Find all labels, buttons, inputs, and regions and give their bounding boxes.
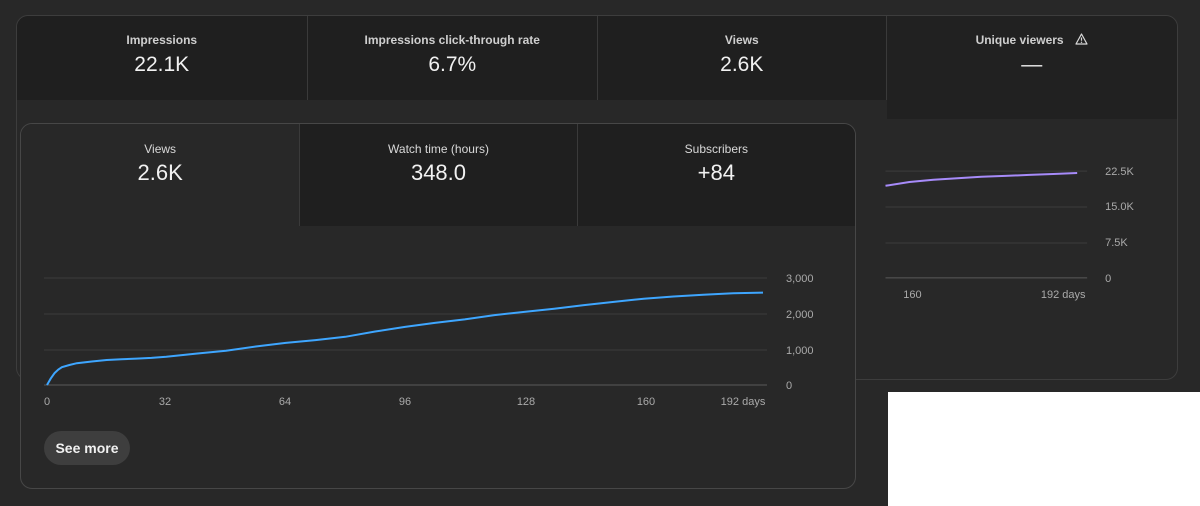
y-tick-label: 22.5K	[1105, 166, 1134, 178]
warning-icon[interactable]	[1075, 33, 1088, 48]
tab-label: Views	[144, 142, 177, 156]
tab-label: Views	[724, 33, 759, 47]
views-chart: 3,000 2,000 1,000 0 0 32 64 96 128 160 1…	[44, 273, 814, 408]
y-tick-label: 7.5K	[1105, 237, 1128, 249]
x-tick-label: 0	[44, 396, 50, 408]
views-card: Views 2.6K Watch time (hours) 348.0 Subs…	[20, 123, 856, 489]
y-tick-label: 0	[786, 380, 792, 392]
x-tick-label: 192 days	[721, 396, 766, 408]
tab-value: 348.0	[410, 160, 467, 185]
views-metric-tabs: Views 2.6K Watch time (hours) 348.0 Subs…	[21, 124, 855, 226]
tab-label-row: Unique viewers	[887, 33, 1178, 48]
tab-watch-time[interactable]: Watch time (hours) 348.0	[299, 124, 577, 226]
x-tick-label: 96	[399, 396, 411, 408]
y-tick-label: 3,000	[786, 273, 814, 285]
x-tick-label: 32	[159, 396, 171, 408]
reach-chart: 22.5K 15.0K 7.5K 0 160 192 days	[885, 166, 1134, 301]
tab-impressions[interactable]: Impressions 22.1K	[17, 16, 308, 100]
x-tick-label: 192 days	[1041, 289, 1086, 301]
tab-subscribers[interactable]: Subscribers +84	[576, 124, 855, 226]
impressions-line	[885, 172, 1078, 187]
see-more-button[interactable]: See more	[44, 431, 130, 465]
x-tick-label: 128	[517, 396, 535, 408]
views-chart-grid	[44, 277, 767, 386]
tab-value: +84	[697, 160, 735, 185]
tab-views[interactable]: Views 2.6K	[21, 124, 300, 226]
x-tick-label: 160	[637, 396, 655, 408]
tab-impressions-ctr[interactable]: Impressions click-through rate 6.7%	[307, 16, 598, 100]
x-tick-label: 64	[279, 396, 291, 408]
reach-metric-tabs: Impressions 22.1K Impressions click-thro…	[17, 16, 1177, 119]
reach-chart-grid	[885, 170, 1088, 279]
y-tick-label: 1,000	[786, 345, 814, 357]
tab-value: —	[1021, 53, 1043, 76]
tab-value: 22.1K	[134, 53, 190, 76]
tab-value: 2.6K	[720, 53, 764, 76]
y-tick-label: 0	[1105, 273, 1111, 285]
tab-views[interactable]: Views 2.6K	[598, 16, 887, 100]
x-tick-label: 160	[903, 289, 921, 301]
views-line	[46, 291, 764, 386]
tab-value: 2.6K	[137, 160, 183, 185]
y-tick-label: 15.0K	[1105, 201, 1134, 213]
tab-value: 6.7%	[428, 53, 477, 76]
tab-label: Impressions click-through rate	[364, 33, 540, 47]
y-tick-label: 2,000	[786, 309, 814, 321]
tab-label: Subscribers	[684, 142, 748, 156]
tab-unique-viewers[interactable]: Unique viewers —	[886, 16, 1178, 119]
tab-label: Unique viewers	[975, 33, 1064, 47]
tab-label: Impressions	[126, 33, 198, 47]
tab-label: Watch time (hours)	[388, 142, 489, 156]
